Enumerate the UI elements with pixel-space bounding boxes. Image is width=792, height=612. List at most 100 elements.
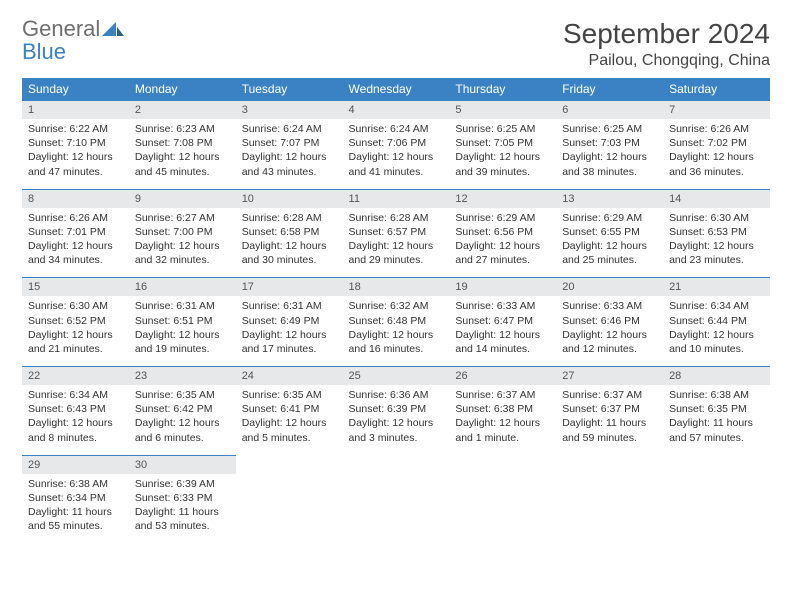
day-ss: Sunset: 6:52 PM <box>28 314 123 328</box>
day-d2: and 39 minutes. <box>455 165 550 179</box>
day-number-cell: 18 <box>343 278 450 297</box>
day-sr: Sunrise: 6:37 AM <box>455 388 550 402</box>
day-content-cell: Sunrise: 6:38 AMSunset: 6:35 PMDaylight:… <box>663 385 770 455</box>
day-ss: Sunset: 7:05 PM <box>455 136 550 150</box>
daynum-row: 15161718192021 <box>22 278 770 297</box>
day-ss: Sunset: 6:46 PM <box>562 314 657 328</box>
location: Pailou, Chongqing, China <box>563 52 770 70</box>
dow-thursday: Thursday <box>449 78 556 101</box>
day-content-cell <box>343 474 450 544</box>
day-sr: Sunrise: 6:34 AM <box>669 299 764 313</box>
day-sr: Sunrise: 6:32 AM <box>349 299 444 313</box>
day-number-cell <box>663 455 770 474</box>
day-number-cell: 15 <box>22 278 129 297</box>
day-d2: and 43 minutes. <box>242 165 337 179</box>
day-d1: Daylight: 12 hours <box>562 239 657 253</box>
day-sr: Sunrise: 6:31 AM <box>242 299 337 313</box>
day-ss: Sunset: 6:55 PM <box>562 225 657 239</box>
day-d2: and 32 minutes. <box>135 253 230 267</box>
day-number-cell: 26 <box>449 367 556 386</box>
day-d1: Daylight: 12 hours <box>349 416 444 430</box>
day-ss: Sunset: 6:51 PM <box>135 314 230 328</box>
day-sr: Sunrise: 6:29 AM <box>562 211 657 225</box>
day-number-cell: 14 <box>663 189 770 208</box>
day-sr: Sunrise: 6:24 AM <box>242 122 337 136</box>
day-d1: Daylight: 12 hours <box>28 150 123 164</box>
day-number-cell: 28 <box>663 367 770 386</box>
day-d2: and 34 minutes. <box>28 253 123 267</box>
day-content-cell: Sunrise: 6:37 AMSunset: 6:38 PMDaylight:… <box>449 385 556 455</box>
day-number-cell: 4 <box>343 101 450 120</box>
day-number-cell: 30 <box>129 455 236 474</box>
day-sr: Sunrise: 6:30 AM <box>669 211 764 225</box>
day-d1: Daylight: 11 hours <box>669 416 764 430</box>
day-d2: and 29 minutes. <box>349 253 444 267</box>
dow-saturday: Saturday <box>663 78 770 101</box>
day-number-cell: 20 <box>556 278 663 297</box>
day-d2: and 25 minutes. <box>562 253 657 267</box>
day-content-cell: Sunrise: 6:34 AMSunset: 6:44 PMDaylight:… <box>663 296 770 366</box>
logo-text-general: General <box>22 16 100 41</box>
day-sr: Sunrise: 6:23 AM <box>135 122 230 136</box>
day-number-cell: 19 <box>449 278 556 297</box>
day-content-cell: Sunrise: 6:37 AMSunset: 6:37 PMDaylight:… <box>556 385 663 455</box>
day-content-cell <box>663 474 770 544</box>
day-number-cell: 22 <box>22 367 129 386</box>
day-d1: Daylight: 11 hours <box>562 416 657 430</box>
day-number-cell: 23 <box>129 367 236 386</box>
day-d1: Daylight: 12 hours <box>349 239 444 253</box>
logo-sail-icon <box>102 20 124 41</box>
day-content-cell: Sunrise: 6:33 AMSunset: 6:47 PMDaylight:… <box>449 296 556 366</box>
day-sr: Sunrise: 6:33 AM <box>455 299 550 313</box>
day-d2: and 36 minutes. <box>669 165 764 179</box>
day-number-cell: 8 <box>22 189 129 208</box>
day-d2: and 27 minutes. <box>455 253 550 267</box>
day-number-cell: 1 <box>22 101 129 120</box>
day-ss: Sunset: 6:57 PM <box>349 225 444 239</box>
daynum-row: 891011121314 <box>22 189 770 208</box>
day-d2: and 38 minutes. <box>562 165 657 179</box>
day-ss: Sunset: 7:02 PM <box>669 136 764 150</box>
day-number-cell: 29 <box>22 455 129 474</box>
day-d1: Daylight: 12 hours <box>135 239 230 253</box>
day-sr: Sunrise: 6:30 AM <box>28 299 123 313</box>
day-d2: and 16 minutes. <box>349 342 444 356</box>
day-number-cell <box>556 455 663 474</box>
day-content-cell: Sunrise: 6:26 AMSunset: 7:02 PMDaylight:… <box>663 119 770 189</box>
dow-friday: Friday <box>556 78 663 101</box>
day-content-cell: Sunrise: 6:33 AMSunset: 6:46 PMDaylight:… <box>556 296 663 366</box>
day-number-cell: 27 <box>556 367 663 386</box>
content-row: Sunrise: 6:38 AMSunset: 6:34 PMDaylight:… <box>22 474 770 544</box>
day-sr: Sunrise: 6:35 AM <box>242 388 337 402</box>
day-sr: Sunrise: 6:37 AM <box>562 388 657 402</box>
day-d2: and 17 minutes. <box>242 342 337 356</box>
day-content-cell: Sunrise: 6:30 AMSunset: 6:52 PMDaylight:… <box>22 296 129 366</box>
day-number-cell <box>449 455 556 474</box>
day-ss: Sunset: 6:49 PM <box>242 314 337 328</box>
day-content-cell: Sunrise: 6:31 AMSunset: 6:49 PMDaylight:… <box>236 296 343 366</box>
day-content-cell <box>236 474 343 544</box>
day-sr: Sunrise: 6:25 AM <box>455 122 550 136</box>
day-ss: Sunset: 7:07 PM <box>242 136 337 150</box>
day-number-cell: 2 <box>129 101 236 120</box>
day-ss: Sunset: 6:34 PM <box>28 491 123 505</box>
day-number-cell <box>343 455 450 474</box>
day-sr: Sunrise: 6:33 AM <box>562 299 657 313</box>
day-ss: Sunset: 6:56 PM <box>455 225 550 239</box>
day-content-cell: Sunrise: 6:27 AMSunset: 7:00 PMDaylight:… <box>129 208 236 278</box>
day-d2: and 5 minutes. <box>242 431 337 445</box>
day-content-cell: Sunrise: 6:23 AMSunset: 7:08 PMDaylight:… <box>129 119 236 189</box>
daynum-row: 2930 <box>22 455 770 474</box>
logo-text-blue: Blue <box>22 39 66 64</box>
day-d2: and 12 minutes. <box>562 342 657 356</box>
day-d1: Daylight: 12 hours <box>455 150 550 164</box>
day-ss: Sunset: 6:47 PM <box>455 314 550 328</box>
day-d2: and 21 minutes. <box>28 342 123 356</box>
day-d1: Daylight: 12 hours <box>455 328 550 342</box>
day-content-cell: Sunrise: 6:31 AMSunset: 6:51 PMDaylight:… <box>129 296 236 366</box>
day-number-cell <box>236 455 343 474</box>
day-d1: Daylight: 12 hours <box>562 150 657 164</box>
day-d2: and 6 minutes. <box>135 431 230 445</box>
day-number-cell: 16 <box>129 278 236 297</box>
dow-sunday: Sunday <box>22 78 129 101</box>
